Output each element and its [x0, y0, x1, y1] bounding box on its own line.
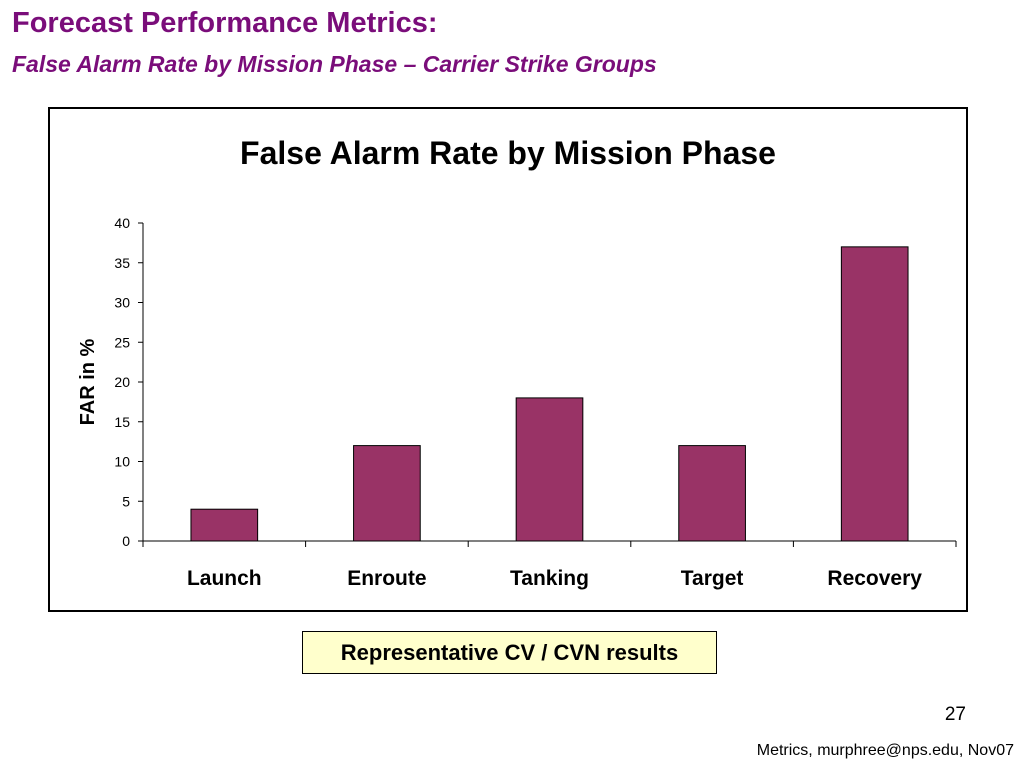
y-tick-label: 15 [114, 414, 130, 430]
x-tick-label: Enroute [347, 567, 426, 590]
bar-recovery [840, 246, 909, 542]
x-tick-label: Tanking [510, 567, 589, 590]
y-tick-label: 20 [114, 374, 130, 390]
slide-subtitle: False Alarm Rate by Mission Phase – Carr… [12, 51, 657, 77]
x-tick-label: Recovery [827, 567, 922, 590]
bar-target [678, 445, 746, 542]
x-tick-label: Target [681, 567, 744, 590]
slide-title: Forecast Performance Metrics: [12, 7, 438, 39]
y-axis-label: FAR in % [77, 338, 99, 425]
chart-title: False Alarm Rate by Mission Phase [240, 135, 776, 171]
y-tick-label: 30 [114, 295, 130, 311]
y-tick-label: 0 [122, 533, 130, 549]
x-tick-label: Launch [187, 567, 262, 590]
bar-tanking [515, 397, 584, 542]
y-tick-label: 25 [114, 334, 130, 350]
y-tick-label: 5 [122, 493, 130, 509]
bar-enroute [353, 445, 421, 542]
bar-chart: False Alarm Rate by Mission Phase FAR in … [77, 135, 957, 590]
results-note: Representative CV / CVN results [302, 631, 717, 674]
page-number: 27 [944, 704, 966, 725]
bar-launch [190, 508, 259, 542]
y-tick-label: 40 [114, 215, 130, 231]
y-tick-label: 35 [114, 255, 130, 271]
y-tick-label: 10 [114, 454, 130, 470]
chart-frame: False Alarm Rate by Mission Phase FAR in … [48, 107, 968, 612]
footer-credit: Metrics, murphree@nps.edu, Nov07 [756, 742, 1014, 759]
